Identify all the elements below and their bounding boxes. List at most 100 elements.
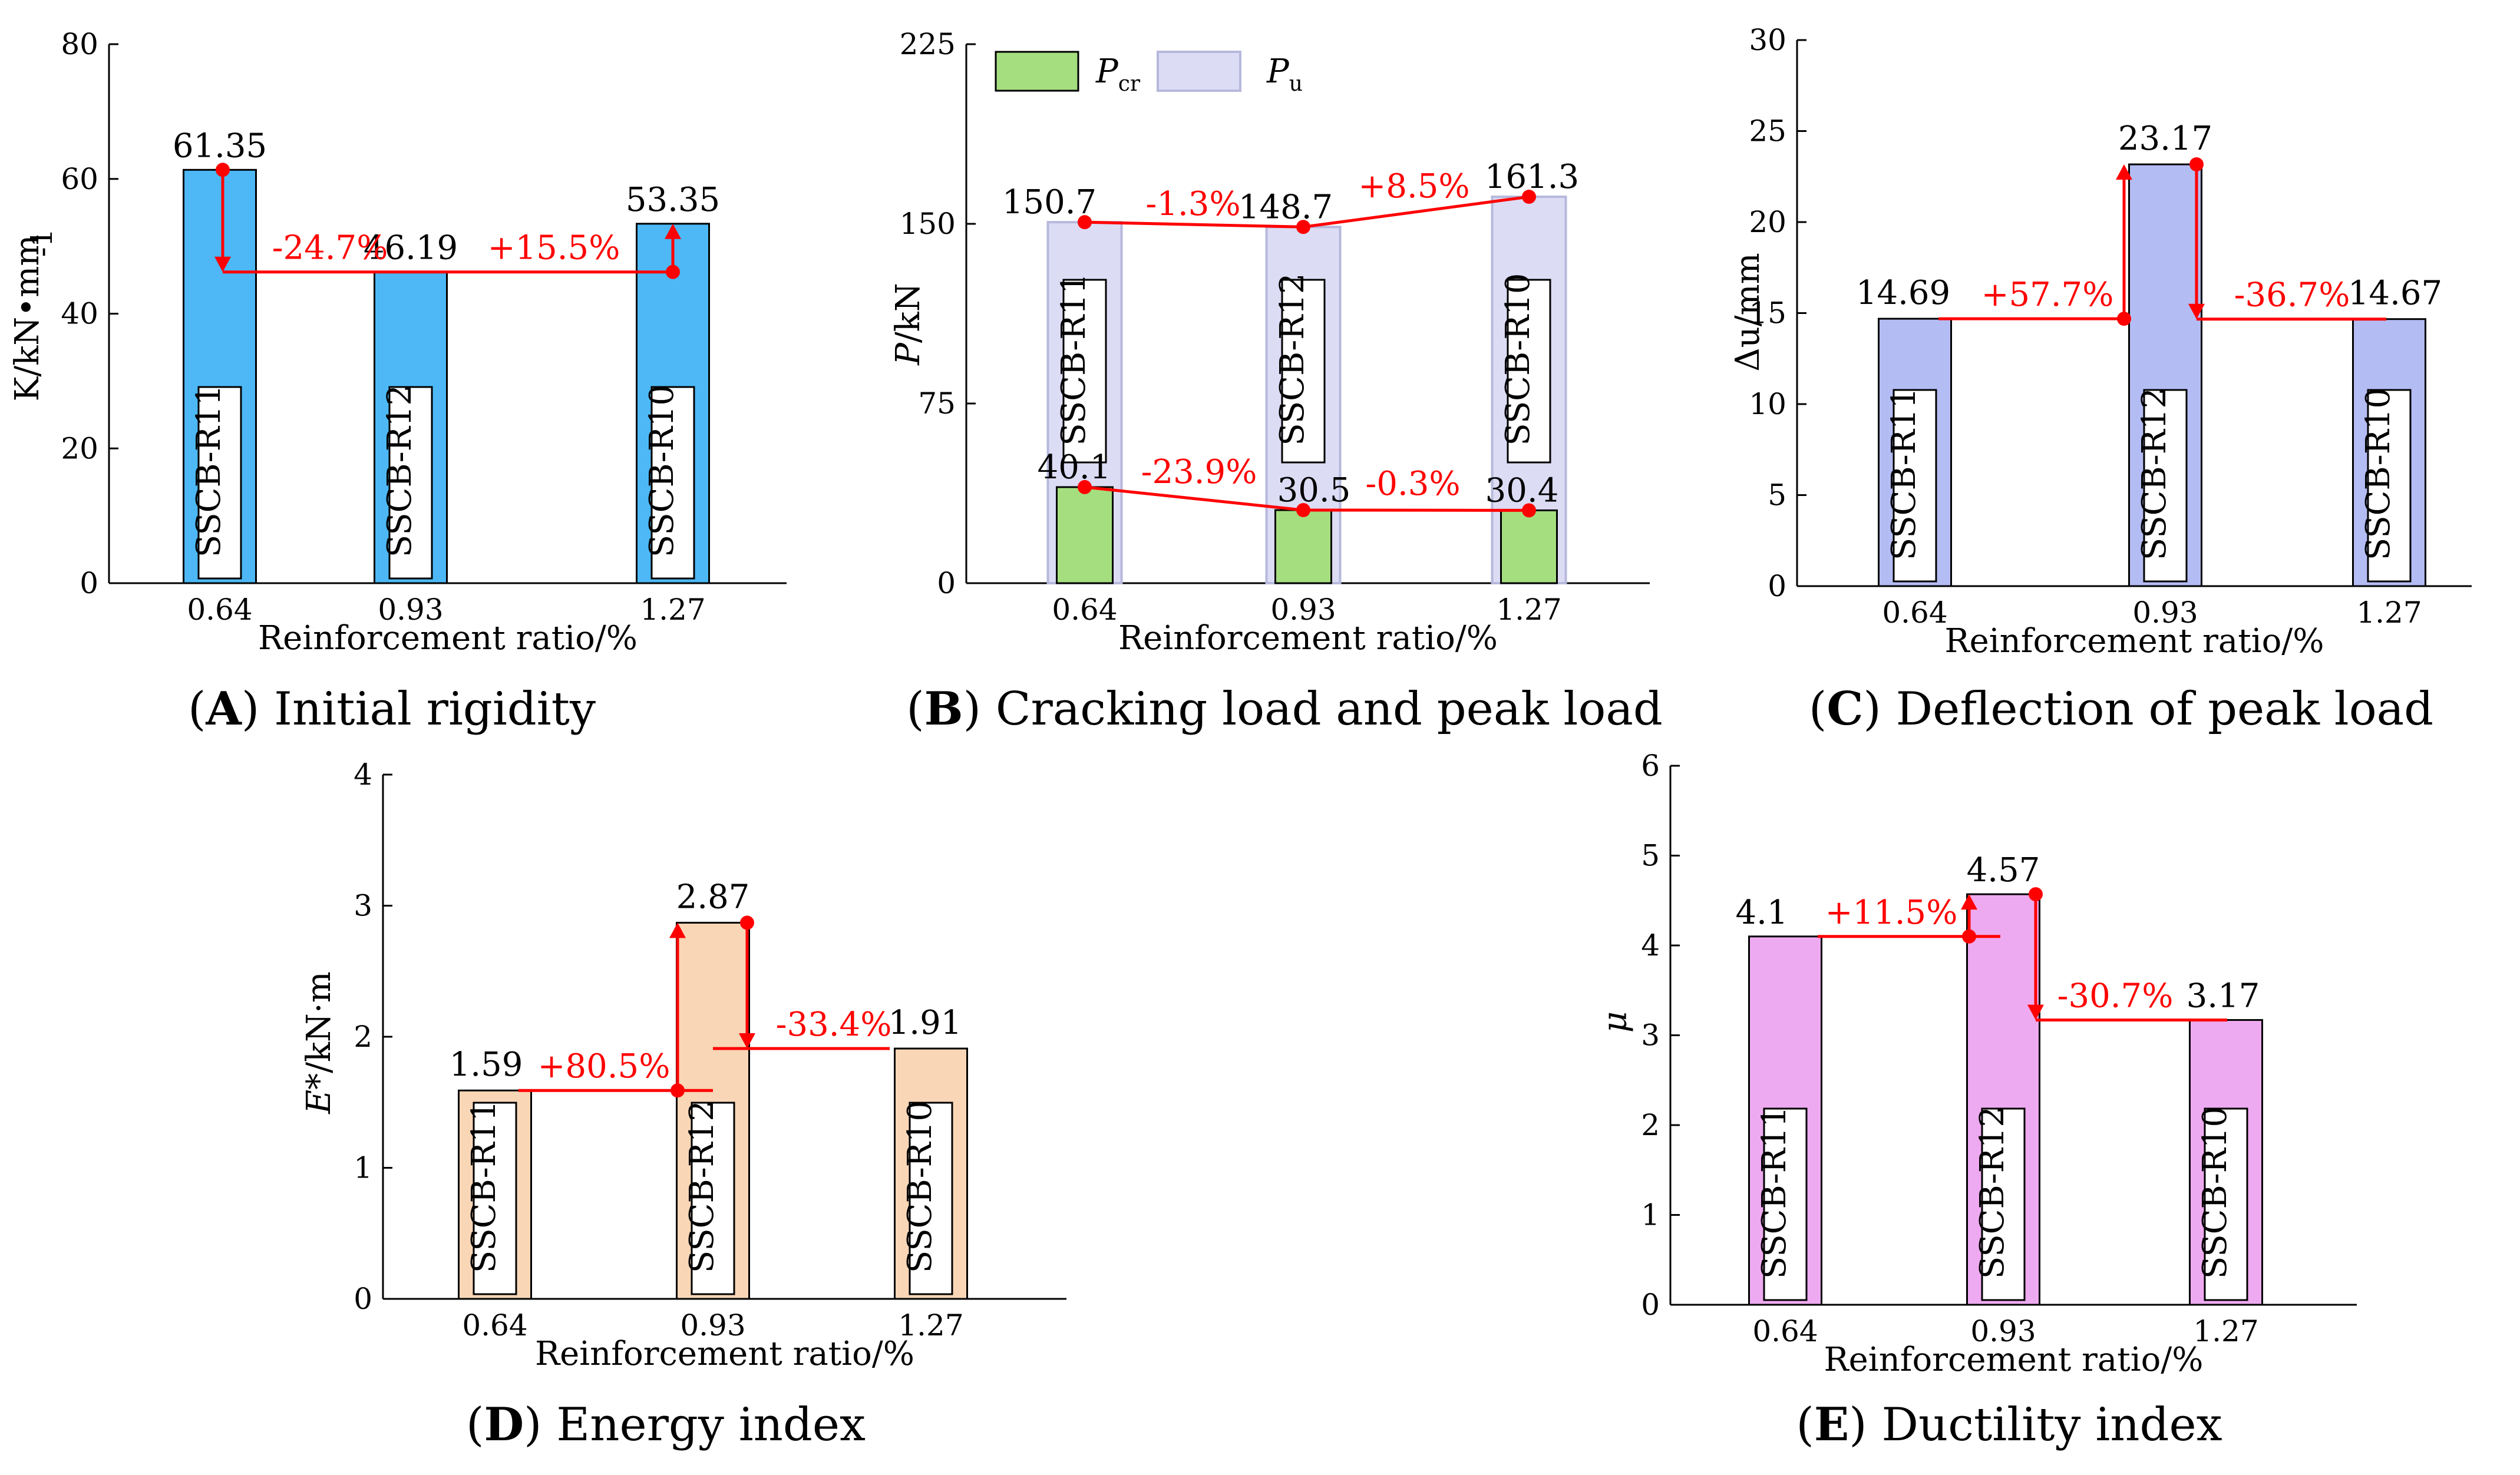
y-tick-label: 40 (61, 297, 98, 331)
value-label: 150.7 (1002, 183, 1096, 221)
specimen-label: SSCB-R11 (1885, 388, 1923, 560)
value-label: 1.91 (889, 1004, 962, 1042)
specimen-box (2204, 1107, 2248, 1301)
y-tick-label: 0 (1641, 1288, 1660, 1322)
value-label: 40.1 (1038, 448, 1111, 487)
value-label: 1.59 (450, 1046, 523, 1084)
annotation-pct: -33.4% (776, 1006, 892, 1044)
y-tick-label: 60 (61, 162, 98, 196)
specimen-label: SSCB-R12 (1273, 273, 1312, 445)
y-tick-label: 10 (1749, 387, 1786, 421)
y-tick-label: 1 (354, 1151, 372, 1185)
panel-c: 0 5 10 15 20 25 30 0.64 0.93 1.27 Reinforcement ra… (1729, 23, 2472, 660)
value-label: 4.57 (1967, 851, 2040, 889)
marker-dot (1296, 502, 1310, 517)
arrow-head (2188, 303, 2205, 319)
specimen-box (1281, 279, 1326, 464)
marker-dot (1078, 479, 1092, 494)
marker-dot (1522, 190, 1536, 204)
value-label: 14.69 (1856, 274, 1950, 312)
x-axis-title: Reinforcement ratio/% (535, 1335, 914, 1373)
y-tick-label: 30 (1749, 23, 1786, 57)
panel-caption: (B) Cracking load and peak load (906, 682, 1663, 736)
y-tick-label: 225 (900, 27, 956, 61)
x-tick-label: 0.93 (680, 1308, 745, 1342)
specimen-box (909, 1102, 953, 1295)
specimen-label: SSCB-R10 (1499, 273, 1537, 445)
x-tick-label: 0.93 (2132, 596, 2198, 630)
arrow-head (739, 1033, 755, 1049)
annotation-pct: +8.5% (1358, 167, 1469, 206)
y-tick-label: 80 (61, 27, 98, 61)
specimen-label: SSCB-R12 (1973, 1106, 2012, 1279)
y-tick-label: 15 (1749, 296, 1786, 330)
x-axis-title: Reinforcement ratio/% (258, 619, 638, 657)
panel-caption: (D) Energy index (466, 1398, 866, 1451)
y-tick-label: 0 (80, 566, 98, 600)
value-label: 61.35 (173, 127, 267, 165)
specimen-box (691, 1102, 735, 1295)
x-tick-label: 0.93 (1970, 1314, 2036, 1348)
specimen-label: SSCB-R12 (2135, 388, 2174, 560)
specimen-label: SSCB-R11 (1055, 273, 1093, 445)
y-tick-label: 20 (61, 431, 98, 465)
specimen-label: SSCB-R11 (190, 385, 228, 557)
value-label: 14.67 (2348, 275, 2442, 313)
y-axis-title: Δu/mm (1729, 253, 1767, 372)
panel-caption: (C) Deflection of peak load (1809, 682, 2433, 736)
arrow-head (2116, 164, 2132, 180)
y-axis-title: P/kN (889, 283, 927, 366)
legend-swatch-cracking (995, 51, 1079, 92)
x-axis-title: Reinforcement ratio/% (1824, 1341, 2204, 1379)
marker-dot (1522, 503, 1536, 518)
value-label: 46.19 (364, 229, 458, 267)
annotation-pct: -30.7% (2057, 977, 2174, 1016)
x-tick-label: 0.64 (1752, 1314, 1818, 1348)
bar-cracking-load (1274, 509, 1332, 584)
y-tick-label: 25 (1749, 114, 1786, 148)
y-tick-label: 150 (900, 207, 956, 241)
value-label: 30.4 (1485, 471, 1559, 510)
specimen-label: SSCB-R12 (381, 385, 419, 557)
annotation-pct: -36.7% (2234, 276, 2350, 315)
specimen-box (1062, 279, 1107, 464)
annotation-pct: -23.9% (1141, 453, 1257, 491)
x-tick-label: 0.64 (1052, 593, 1117, 627)
annotation-pct: +15.5% (488, 229, 620, 267)
bar-cracking-load (1056, 486, 1114, 584)
x-axis-title: Reinforcement ratio/% (1118, 619, 1498, 657)
specimen-label: SSCB-R10 (643, 385, 681, 557)
y-axis-title: μ (1596, 1011, 1634, 1033)
x-tick-label: 0.64 (1882, 596, 1947, 630)
specimen-box (388, 386, 433, 580)
y-tick-label: 3 (1641, 1018, 1660, 1053)
annotation-pct: +57.7% (1981, 276, 2114, 314)
arrow-head (665, 223, 681, 239)
specimen-box (473, 1102, 517, 1295)
panel-caption: (E) Ductility index (1796, 1398, 2222, 1451)
annotation-pct: -24.7% (272, 229, 388, 267)
arrow-head (669, 922, 686, 938)
x-tick-label: 1.27 (2193, 1314, 2258, 1348)
annotation-pct: +11.5% (1825, 894, 1958, 932)
value-label: 23.17 (2118, 120, 2212, 158)
arrow-head (1961, 894, 1977, 910)
y-axis-title-sup: -1 (25, 229, 59, 257)
specimen-box (1763, 1107, 1808, 1301)
value-label: 2.87 (676, 878, 750, 916)
marker-dot (1078, 215, 1092, 230)
y-tick-label: 2 (1641, 1108, 1660, 1142)
value-label: 161.3 (1485, 158, 1579, 196)
x-tick-label: 1.27 (1496, 593, 1561, 627)
specimen-box (2143, 389, 2188, 583)
y-tick-label: 4 (1641, 928, 1660, 963)
x-axis-title: Reinforcement ratio/% (1945, 622, 2324, 660)
legend-label-cracking: Pcr (1095, 52, 1141, 96)
legend-label-peak: Pu (1266, 52, 1303, 96)
specimen-box (1981, 1107, 2026, 1301)
y-tick-label: 5 (1768, 478, 1786, 512)
y-tick-label: 5 (1641, 839, 1660, 873)
